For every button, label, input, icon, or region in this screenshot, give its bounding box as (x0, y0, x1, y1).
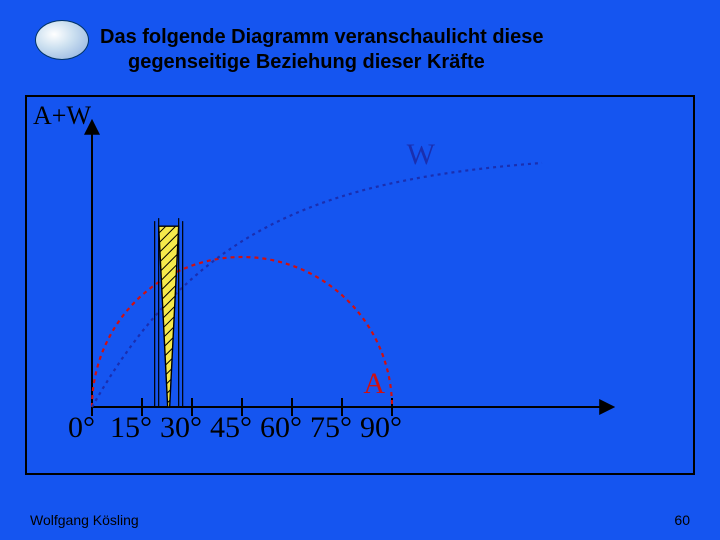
x-tick-label: 60° (260, 411, 302, 445)
slide-root: Das folgende Diagramm veranschaulicht di… (0, 0, 720, 540)
x-tick-labels: 0°15°30°45°60°75°90° (72, 411, 432, 451)
x-tick-label: 0° (68, 411, 95, 445)
title-line-1: Das folgende Diagramm veranschaulicht di… (100, 26, 544, 48)
x-tick-label: 15° (110, 411, 152, 445)
slide-title: Das folgende Diagramm veranschaulicht di… (100, 25, 544, 75)
curve-label-w: W (407, 138, 435, 172)
logo-badge (35, 20, 89, 60)
x-tick-label: 30° (160, 411, 202, 445)
curve-label-a: A (363, 367, 385, 401)
x-tick-label: 90° (360, 411, 402, 445)
footer-page-number: 60 (674, 512, 690, 528)
x-tick-label: 45° (210, 411, 252, 445)
title-line-2: gegenseitige Beziehung dieser Kräfte (128, 51, 485, 73)
y-axis-label: A+W (33, 101, 91, 131)
x-tick-label: 75° (310, 411, 352, 445)
footer-author: Wolfgang Kösling (30, 512, 139, 528)
